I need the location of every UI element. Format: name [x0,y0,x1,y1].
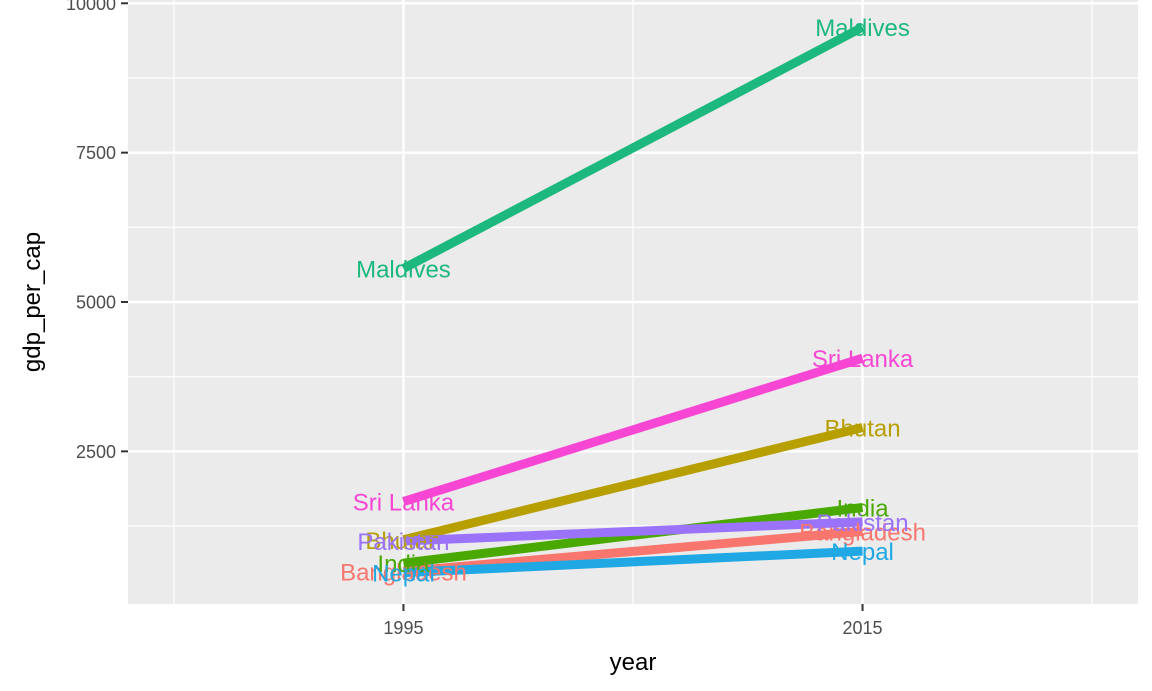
x-axis-title: year [610,649,657,676]
y-tick-label: 7500 [76,143,116,163]
series-line-maldives [401,23,865,273]
series-line-sri-lanka [402,353,864,506]
series-lines [401,23,865,578]
series-label-india: India [377,551,430,578]
series-label-sri-lanka: Sri Lanka [353,490,455,517]
y-tick-label: 5000 [76,293,116,313]
series-line-pakistan [403,517,863,546]
x-tick-label: 1995 [383,618,423,638]
series-labels: BangladeshBangladeshBhutanBhutanIndiaInd… [340,15,926,587]
axes: 2500 5000 7500 10000 1995 2015 [66,0,883,638]
y-axis-title: gdp_per_cap [19,232,46,372]
series-label-bangladesh: Bangladesh [340,559,467,586]
series-line-bhutan [402,423,864,545]
series-label-india: India [837,496,890,523]
x-tick-label: 2015 [843,618,883,638]
series-label-pakistan: Pakistan [357,529,449,556]
series-label-nepal: Nepal [831,539,894,566]
y-tick-label: 10000 [66,0,116,14]
y-tick-label: 2500 [76,442,116,462]
series-label-bangladesh: Bangladesh [799,519,926,546]
series-label-bhutan: Bhutan [365,528,441,555]
series-label-maldives: Maldives [815,15,910,42]
series-label-maldives: Maldives [356,257,451,284]
series-label-nepal: Nepal [372,561,435,588]
series-label-pakistan: Pakistan [817,510,909,537]
series-line-nepal [403,546,863,578]
series-label-bhutan: Bhutan [825,415,901,442]
series-label-sri-lanka: Sri Lanka [812,346,914,373]
